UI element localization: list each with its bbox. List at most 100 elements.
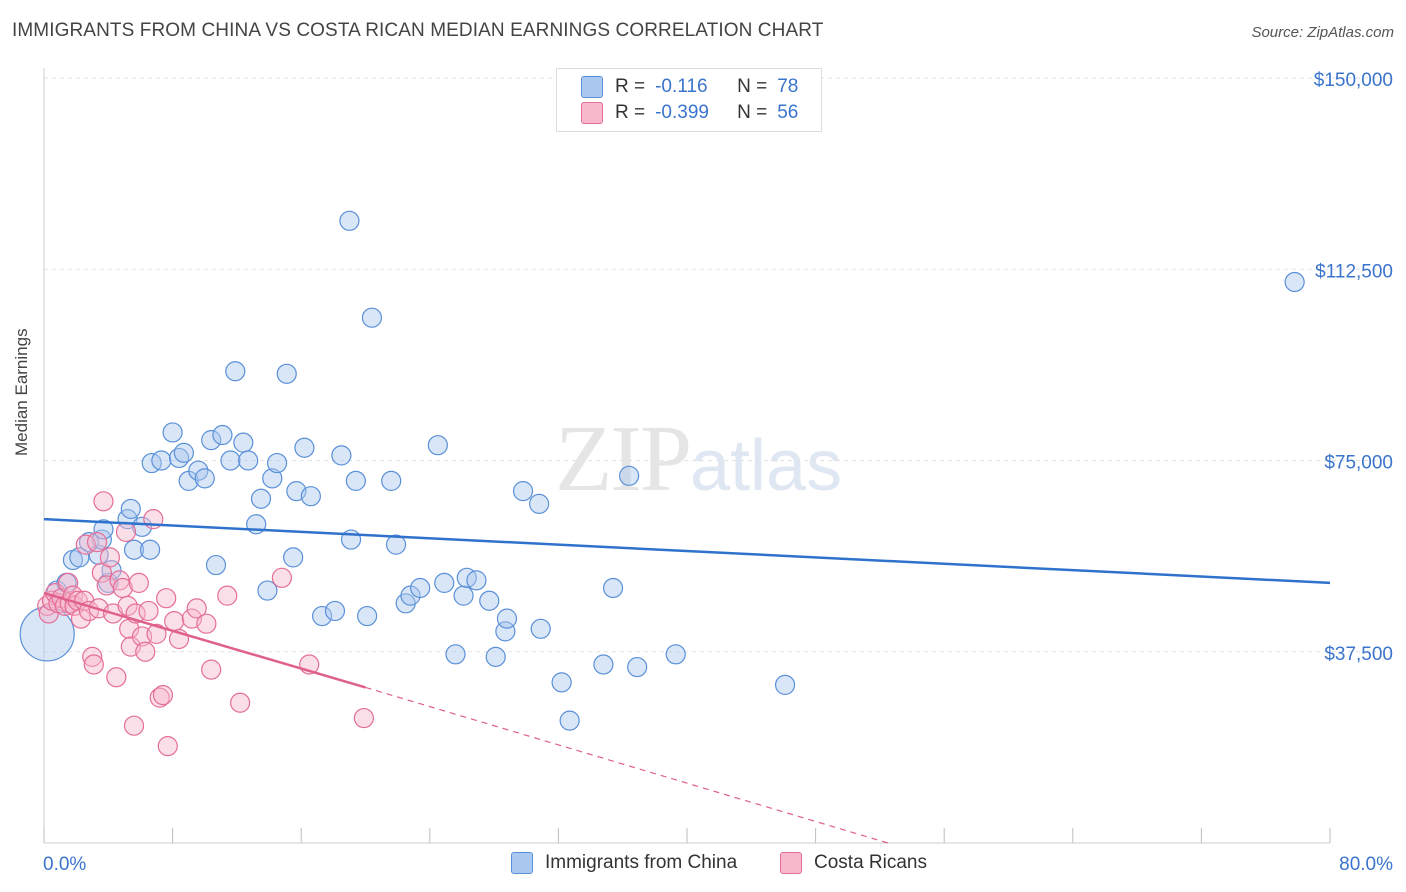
- legend-n-label: N =: [737, 102, 768, 123]
- costa-point: [138, 600, 159, 622]
- costa-point: [156, 588, 177, 609]
- china-point: [410, 577, 431, 599]
- china-point: [324, 600, 346, 622]
- watermark: ZIPatlas: [555, 405, 842, 513]
- china-point: [220, 450, 241, 471]
- legend-swatch-china: [581, 76, 603, 98]
- costa-point: [186, 598, 207, 619]
- china-point: [238, 450, 259, 471]
- china-point: [201, 430, 222, 451]
- watermark-zip: ZIP: [555, 407, 692, 511]
- china-point: [496, 608, 518, 629]
- china-point: [345, 470, 366, 491]
- china-point: [123, 539, 145, 560]
- series-label-china: Immigrants from China: [545, 852, 738, 873]
- costa-point: [353, 707, 374, 729]
- china-point: [485, 646, 506, 667]
- china-point: [479, 590, 500, 611]
- china-point: [331, 445, 352, 466]
- costa-point: [82, 646, 103, 667]
- legend-row-china: R = -0.116 N = 78: [581, 75, 798, 99]
- china-point: [453, 585, 474, 606]
- china-point: [120, 498, 141, 520]
- series-legend-costa: Costa Ricans: [780, 852, 927, 874]
- series-swatch-costa: [780, 852, 802, 874]
- china-point: [559, 710, 580, 731]
- china-point: [151, 450, 172, 471]
- china-point: [212, 424, 233, 446]
- china-point: [276, 363, 297, 384]
- costa-point: [201, 659, 222, 680]
- china-point: [257, 580, 278, 601]
- legend-swatch-costa: [581, 102, 603, 124]
- legend-row-costa: R = -0.399 N = 56: [581, 101, 798, 125]
- china-point: [266, 452, 288, 474]
- y-tick-label: $37,500: [1324, 644, 1393, 665]
- china-trend-line: [43, 517, 1331, 585]
- costa-point: [128, 572, 149, 594]
- china-point: [466, 570, 487, 591]
- x-tick-label-min: 0.0%: [43, 854, 86, 875]
- legend-r-label: R =: [615, 102, 646, 123]
- china-point: [361, 307, 383, 328]
- china-point: [434, 572, 455, 594]
- china-point: [205, 554, 227, 576]
- legend-n-label: N =: [737, 76, 768, 97]
- costa-point: [271, 567, 293, 588]
- legend-r-label: R =: [615, 76, 646, 97]
- china-point: [530, 618, 551, 639]
- china-point: [294, 437, 315, 458]
- china-point: [385, 534, 407, 555]
- china-point: [93, 519, 114, 540]
- costa-point: [115, 521, 137, 543]
- costa-point: [196, 613, 217, 634]
- china-point: [1284, 271, 1305, 293]
- costa-point: [135, 641, 156, 662]
- china-point: [529, 493, 550, 514]
- source-label: Source: ZipAtlas.com: [1251, 24, 1394, 41]
- costa-point: [96, 575, 117, 596]
- legend-n-value: 56: [777, 102, 799, 123]
- china-point: [427, 435, 448, 456]
- costa-point: [164, 611, 185, 632]
- series-legend-china: Immigrants from China: [511, 852, 737, 874]
- costa-point: [157, 735, 178, 757]
- china-point: [619, 465, 640, 486]
- china-point: [131, 516, 153, 537]
- china-point: [162, 422, 183, 443]
- china-point: [173, 442, 194, 463]
- china-point: [19, 606, 75, 662]
- china-point: [495, 621, 516, 642]
- china-point: [512, 481, 534, 502]
- costa-point: [123, 715, 145, 736]
- y-tick-label: $150,000: [1314, 70, 1393, 91]
- costa-point: [217, 585, 238, 606]
- series-label-costa: Costa Ricans: [814, 852, 927, 873]
- x-tick-label-max: 80.0%: [1339, 854, 1393, 875]
- y-tick-label: $75,000: [1324, 453, 1393, 474]
- china-point: [262, 468, 283, 489]
- costa-point: [99, 547, 121, 568]
- y-tick-label: $112,500: [1315, 261, 1393, 282]
- correlation-legend: R = -0.116 N = 78 R = -0.399 N = 56: [556, 68, 822, 132]
- china-point: [665, 644, 686, 665]
- costa-point: [152, 684, 174, 706]
- china-point: [339, 210, 360, 231]
- china-point: [300, 486, 321, 507]
- costa-point: [86, 531, 108, 553]
- costa-point: [146, 623, 167, 645]
- costa-point: [230, 692, 251, 713]
- costa-point: [149, 687, 170, 708]
- china-point: [194, 468, 215, 489]
- costa-trend-line: [43, 591, 366, 689]
- costa-trend-extension: [365, 686, 889, 844]
- chart-title: IMMIGRANTS FROM CHINA VS COSTA RICAN MED…: [12, 20, 824, 41]
- china-point: [69, 547, 90, 568]
- watermark-atlas: atlas: [690, 426, 843, 506]
- china-point: [627, 656, 648, 678]
- china-point: [445, 644, 466, 665]
- china-point: [139, 539, 161, 560]
- legend-r-value: -0.116: [655, 76, 708, 97]
- china-point: [774, 674, 796, 696]
